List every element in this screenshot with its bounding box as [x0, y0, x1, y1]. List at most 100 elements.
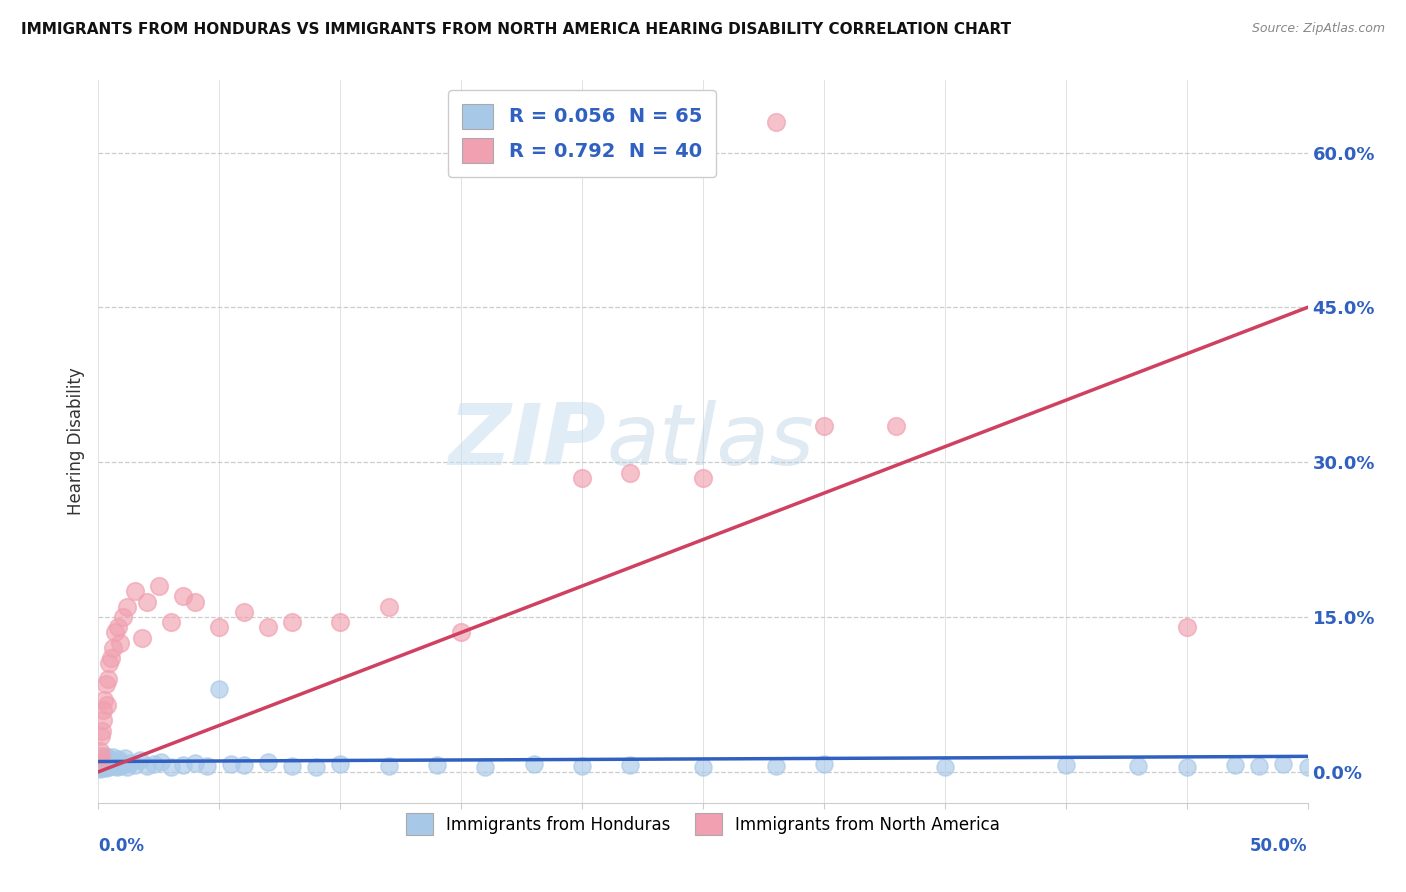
Point — [103, 758, 125, 772]
Point — [571, 471, 593, 485]
Point — [305, 760, 328, 774]
Point — [765, 114, 787, 128]
Point — [232, 605, 254, 619]
Point — [1175, 620, 1198, 634]
Point — [101, 640, 124, 655]
Point — [100, 756, 122, 770]
Text: 0.0%: 0.0% — [98, 838, 145, 855]
Point — [104, 755, 127, 769]
Point — [619, 466, 641, 480]
Text: ZIP: ZIP — [449, 400, 606, 483]
Point — [135, 594, 157, 608]
Point — [135, 758, 157, 772]
Point — [256, 755, 278, 769]
Point — [184, 594, 207, 608]
Point — [91, 758, 114, 772]
Point — [1272, 756, 1295, 771]
Point — [89, 760, 111, 774]
Point — [96, 761, 118, 775]
Point — [98, 760, 121, 774]
Point — [104, 625, 127, 640]
Point — [117, 599, 139, 614]
Text: IMMIGRANTS FROM HONDURAS VS IMMIGRANTS FROM NORTH AMERICA HEARING DISABILITY COR: IMMIGRANTS FROM HONDURAS VS IMMIGRANTS F… — [21, 22, 1011, 37]
Point — [329, 615, 352, 630]
Point — [89, 755, 111, 769]
Point — [150, 755, 173, 769]
Point — [281, 615, 304, 630]
Point — [97, 672, 120, 686]
Point — [1249, 758, 1271, 772]
Point — [108, 758, 131, 772]
Point — [160, 760, 183, 774]
Point — [172, 590, 194, 604]
Point — [96, 755, 118, 769]
Point — [107, 752, 129, 766]
Point — [91, 713, 114, 727]
Y-axis label: Hearing Disability: Hearing Disability — [66, 368, 84, 516]
Text: atlas: atlas — [606, 400, 814, 483]
Point — [98, 754, 121, 768]
Point — [172, 757, 194, 772]
Point — [1296, 760, 1319, 774]
Point — [111, 610, 134, 624]
Point — [108, 636, 131, 650]
Point — [94, 757, 117, 772]
Point — [90, 749, 112, 764]
Point — [124, 584, 146, 599]
Point — [1175, 760, 1198, 774]
Point — [91, 703, 114, 717]
Point — [97, 751, 120, 765]
Point — [571, 758, 593, 772]
Point — [160, 615, 183, 630]
Point — [107, 620, 129, 634]
Point — [221, 756, 243, 771]
Point — [208, 620, 231, 634]
Point — [91, 756, 114, 771]
Point — [110, 755, 132, 769]
Point — [232, 757, 254, 772]
Point — [89, 744, 111, 758]
Point — [426, 757, 449, 772]
Point — [90, 729, 112, 743]
Point — [93, 756, 115, 770]
Point — [765, 758, 787, 772]
Point — [377, 599, 399, 614]
Point — [148, 579, 170, 593]
Text: Source: ZipAtlas.com: Source: ZipAtlas.com — [1251, 22, 1385, 36]
Point — [124, 757, 146, 772]
Point — [100, 757, 122, 772]
Point — [128, 754, 150, 768]
Point — [97, 756, 120, 771]
Point — [97, 758, 120, 772]
Point — [143, 756, 166, 771]
Point — [98, 657, 121, 671]
Point — [813, 756, 835, 771]
Point — [108, 756, 131, 771]
Point — [195, 758, 218, 772]
Point — [474, 760, 496, 774]
Point — [886, 419, 908, 434]
Point — [94, 677, 117, 691]
Point — [692, 760, 714, 774]
Point — [377, 758, 399, 772]
Point — [118, 756, 141, 770]
Point — [619, 757, 641, 772]
Point — [281, 758, 304, 772]
Point — [93, 692, 115, 706]
Point — [1054, 757, 1077, 772]
Point — [90, 755, 112, 769]
Point — [117, 760, 139, 774]
Point — [934, 760, 956, 774]
Point — [256, 620, 278, 634]
Text: 50.0%: 50.0% — [1250, 838, 1308, 855]
Point — [1128, 758, 1150, 772]
Point — [101, 750, 124, 764]
Point — [450, 625, 472, 640]
Point — [208, 682, 231, 697]
Point — [329, 756, 352, 771]
Point — [114, 751, 136, 765]
Point — [184, 756, 207, 770]
Point — [692, 471, 714, 485]
Point — [91, 723, 114, 738]
Point — [94, 749, 117, 764]
